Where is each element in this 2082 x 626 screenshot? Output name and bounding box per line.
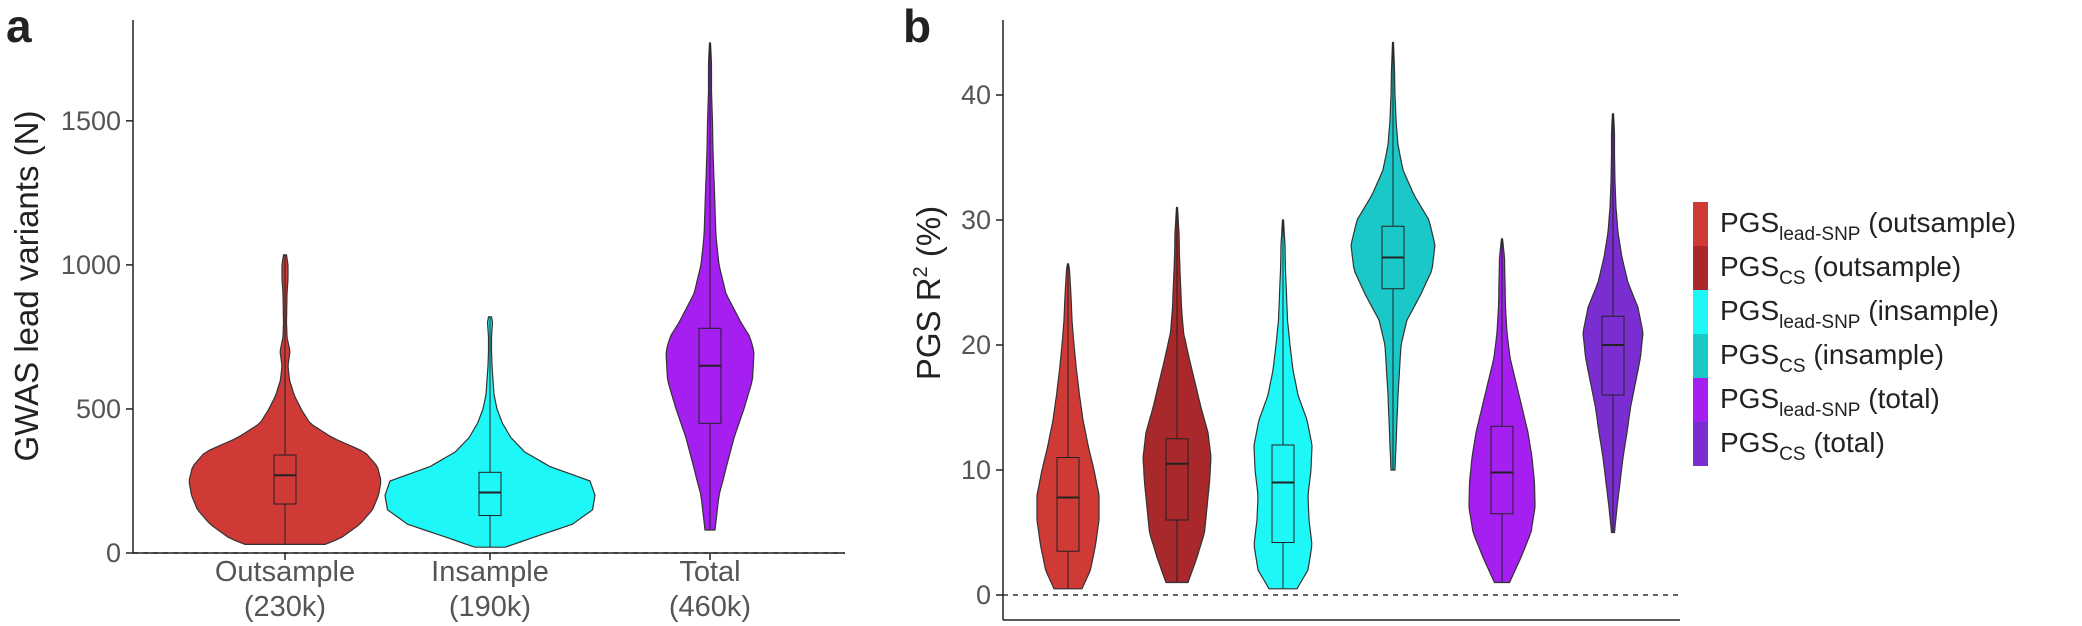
panel-b-box-4: [1490, 425, 1514, 515]
panel-a-category-label: Outsample: [215, 556, 355, 588]
panel-a-y-tick-label: 0: [106, 538, 121, 568]
panel-a-chart: GWAS lead variants (N) 0 500 1000 1500 Outsa…: [8, 20, 845, 623]
legend-label-suffix: (total): [1806, 427, 1885, 458]
panel-b-y-tick-label: 30: [961, 205, 991, 235]
legend-label-sub: lead-SNP: [1779, 224, 1860, 245]
panel-b-y-tick-label: 0: [976, 580, 991, 610]
legend-label-base: PGS: [1720, 251, 1779, 282]
panel-a-category-label: Insample: [431, 556, 549, 588]
panel-a-y-tick-label: 1000: [61, 250, 121, 280]
legend-label-5: PGSCS (total): [1720, 427, 1885, 465]
legend-label-2: PGSlead-SNP (insample): [1720, 295, 1999, 333]
legend-swatch-3: [1693, 334, 1708, 378]
legend-swatch-2: [1693, 290, 1708, 334]
legend-label-suffix: (total): [1860, 383, 1939, 414]
panel-b-y-axis-title-base: PGS R: [910, 277, 947, 380]
panel-b-y-axis-title-suffix: (%): [910, 206, 947, 267]
legend-label-3: PGSCS (insample): [1720, 339, 1944, 377]
legend-label-suffix: (outsample): [1860, 207, 2016, 238]
legend-label-suffix: (outsample): [1806, 251, 1962, 282]
legend-label-1: PGSCS (outsample): [1720, 251, 1961, 289]
panel-a-box-0: [273, 454, 297, 505]
panel-b-y-axis-title: PGS R2 (%): [910, 206, 947, 380]
legend-swatch-1: [1693, 246, 1708, 290]
legend-swatch-0: [1693, 202, 1708, 246]
panel-a-box-1: [478, 471, 502, 517]
legend-label-base: PGS: [1720, 427, 1779, 458]
legend-label-sub: CS: [1779, 356, 1805, 377]
legend-label-sub: CS: [1779, 268, 1805, 289]
legend-label-suffix: (insample): [1806, 339, 1944, 370]
legend-label-base: PGS: [1720, 295, 1779, 326]
panel-b-y-axis-title-sup: 2: [910, 266, 932, 277]
legend-label-base: PGS: [1720, 207, 1779, 238]
panel-letter-a: a: [6, 0, 32, 52]
legend-label-4: PGSlead-SNP (total): [1720, 383, 1940, 421]
panel-b-y-tick-label: 20: [961, 330, 991, 360]
legend-label-suffix: (insample): [1860, 295, 1998, 326]
legend-label-base: PGS: [1720, 383, 1779, 414]
panel-a-category-sublabel: (460k): [669, 591, 751, 623]
legend-swatch-5: [1693, 422, 1708, 466]
panel-a-category-sublabel: (190k): [449, 591, 531, 623]
legend-label-0: PGSlead-SNP (outsample): [1720, 207, 2016, 245]
panel-b-box-1: [1165, 438, 1189, 521]
panel-a-category-label: Total: [679, 556, 740, 588]
panel-a-y-tick-label: 1500: [61, 106, 121, 136]
legend: PGSlead-SNP (outsample)PGSCS (outsample)…: [1693, 202, 2016, 466]
panel-a-category-sublabel: (230k): [244, 591, 326, 623]
panel-letter-b: b: [903, 0, 931, 52]
panel-a-box-2: [698, 327, 722, 424]
panel-b-y-tick-label: 10: [961, 455, 991, 485]
panel-b-chart: PGS R2 (%) 0 10 20 30 40: [910, 20, 1680, 621]
panel-b-box-5: [1601, 315, 1625, 396]
legend-label-sub: CS: [1779, 444, 1805, 465]
panel-a-y-tick-label: 500: [76, 394, 121, 424]
panel-b-y-tick-label: 40: [961, 80, 991, 110]
panel-b-box-0: [1056, 457, 1080, 552]
legend-label-base: PGS: [1720, 339, 1779, 370]
panel-a-y-axis-title: GWAS lead variants (N): [8, 111, 45, 462]
legend-label-sub: lead-SNP: [1779, 400, 1860, 421]
legend-swatch-4: [1693, 378, 1708, 422]
legend-label-sub: lead-SNP: [1779, 312, 1860, 333]
panel-b-box-2: [1271, 444, 1295, 543]
